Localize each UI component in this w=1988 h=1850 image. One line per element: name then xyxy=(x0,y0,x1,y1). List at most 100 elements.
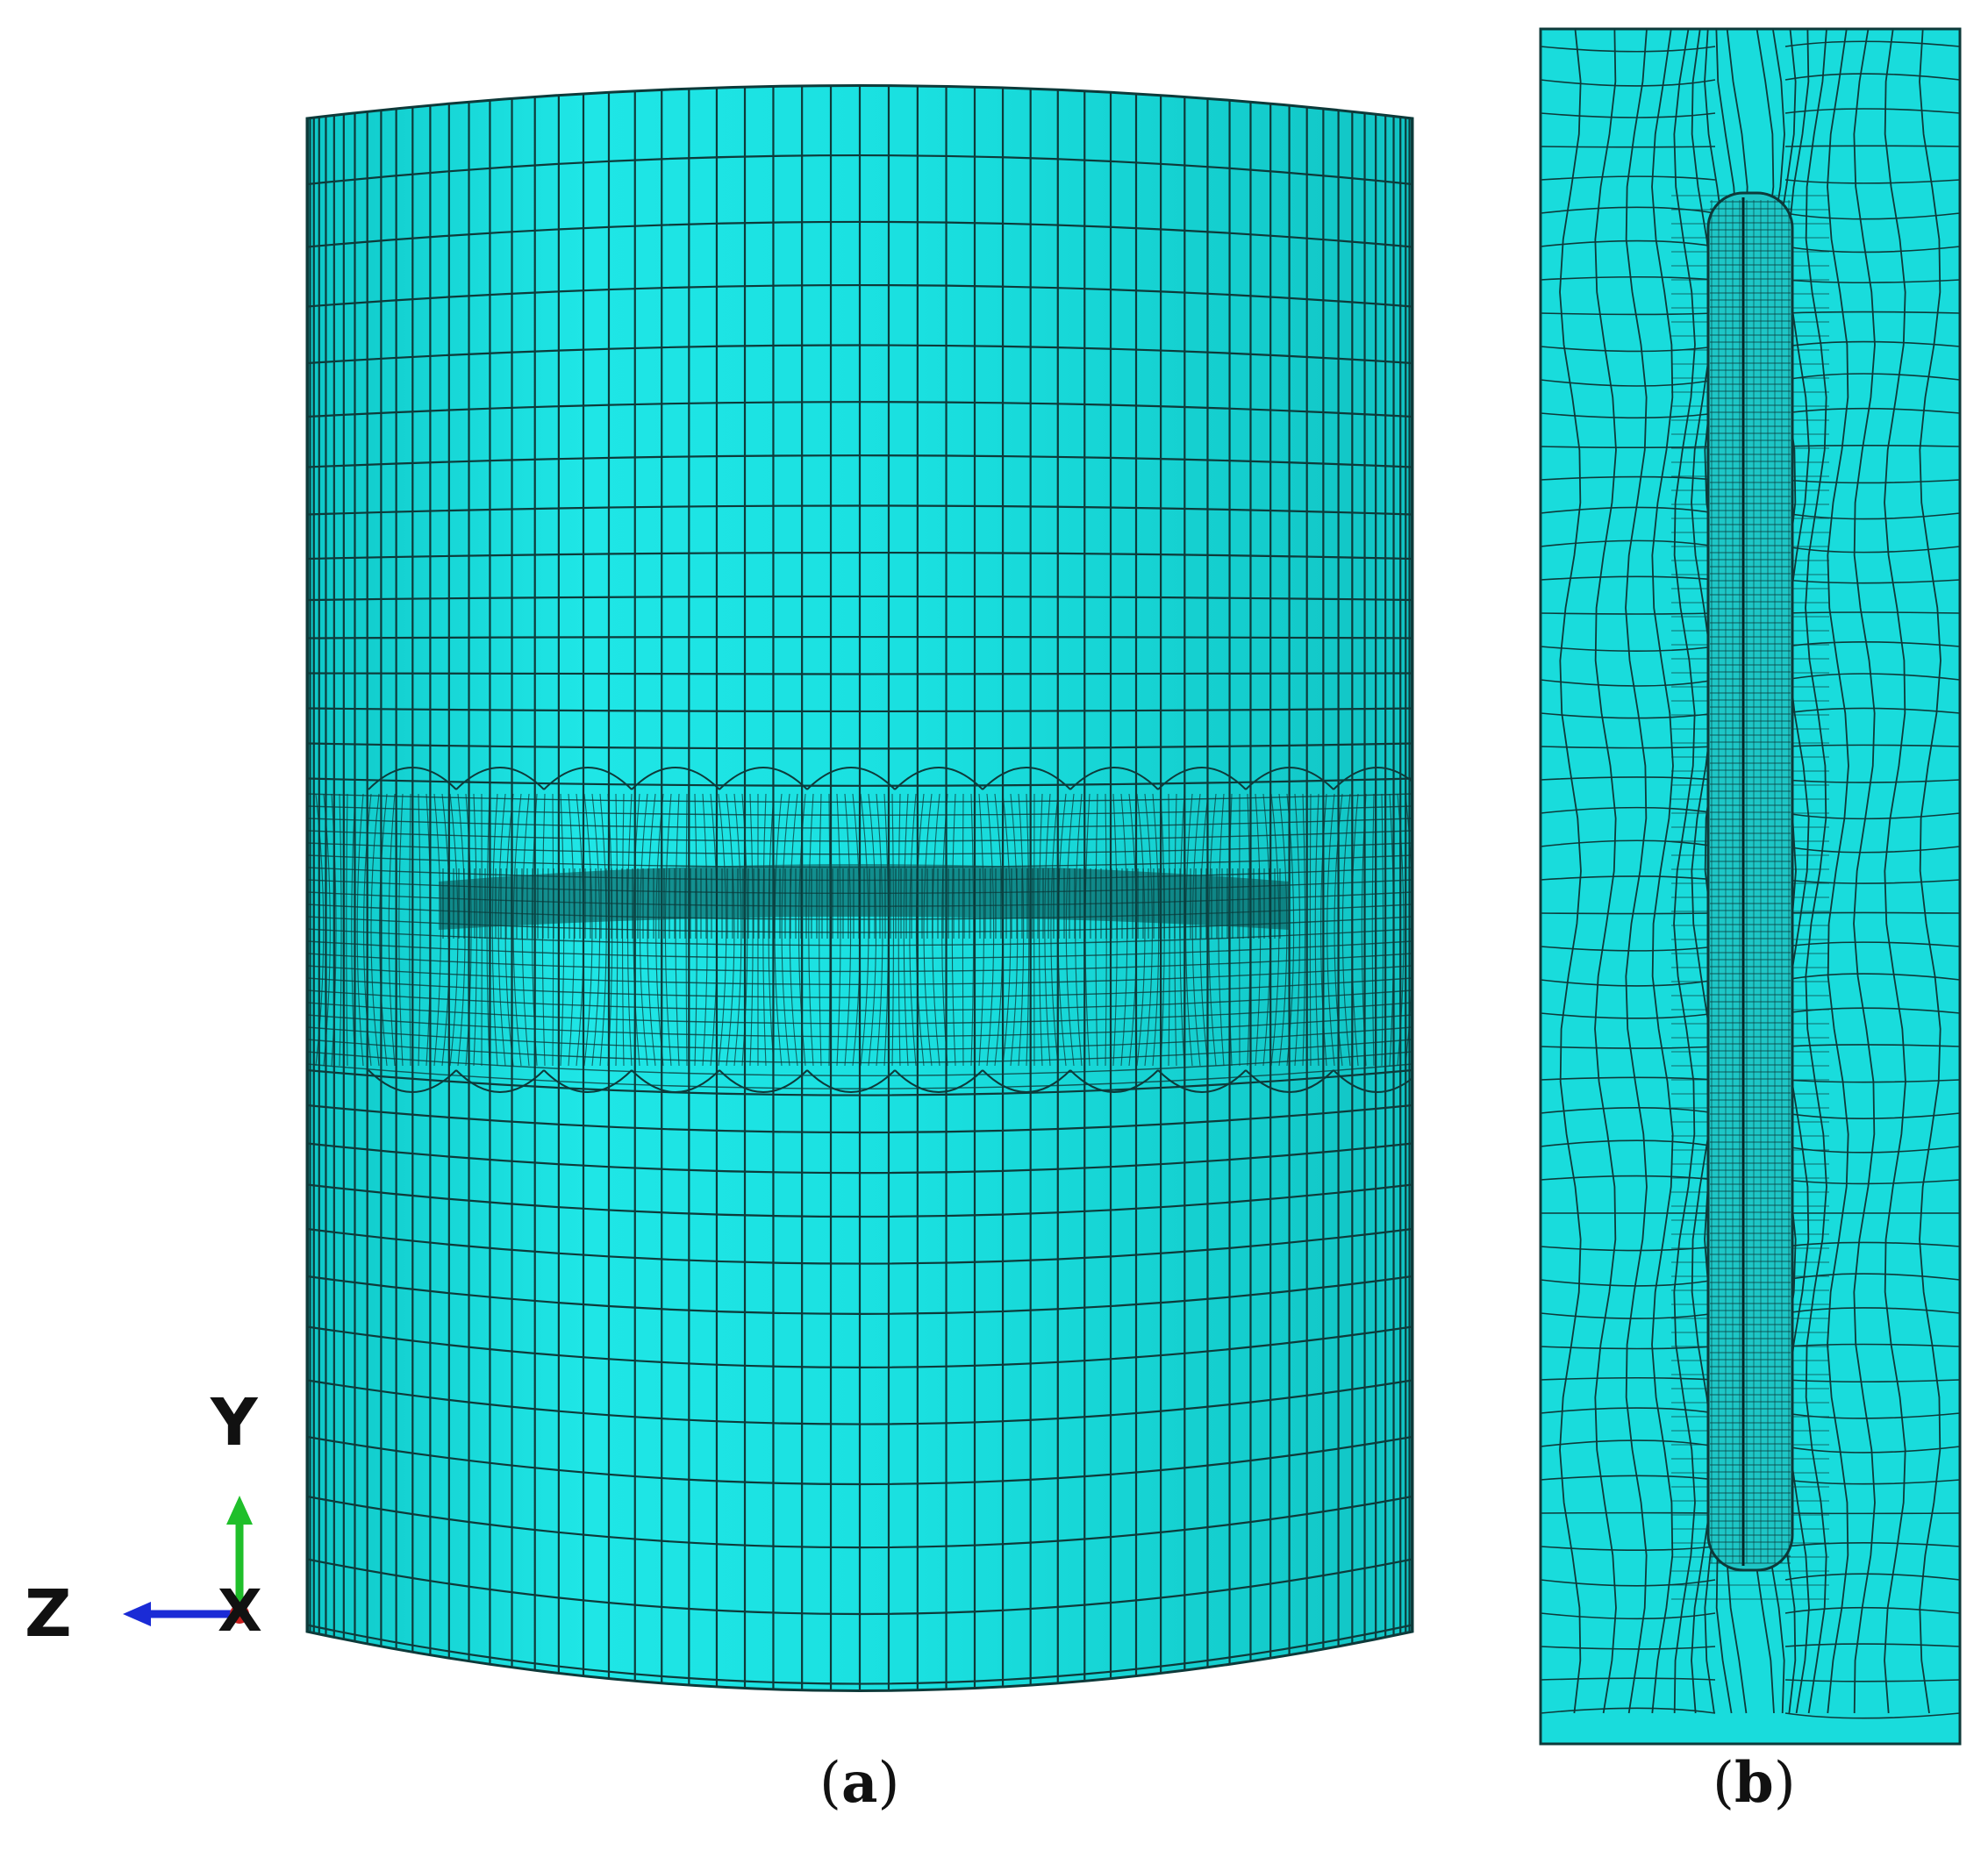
refined-mesh-line xyxy=(1341,793,1351,1067)
refined-mesh-line xyxy=(1208,793,1217,1067)
refined-mesh-line xyxy=(1050,793,1059,1067)
refined-mesh-line xyxy=(1010,793,1019,1067)
refined-mesh-line xyxy=(433,793,441,1067)
mesh-ring-line xyxy=(307,1325,1412,1368)
cylinder-outline xyxy=(305,84,1414,1692)
refined-mesh-line xyxy=(789,793,798,1067)
refined-mesh-line xyxy=(1278,793,1288,1067)
refined-mesh-line xyxy=(1057,793,1067,1067)
mesh-ring-line xyxy=(307,1379,1412,1425)
refined-mesh-line xyxy=(441,793,451,1067)
refined-mesh-line xyxy=(486,793,490,1067)
refined-mesh-line xyxy=(868,793,877,1067)
refined-mesh-line xyxy=(891,793,894,1067)
mesh-ring-line xyxy=(307,1624,1412,1685)
refined-mesh-line xyxy=(808,793,814,1067)
refined-mesh-line xyxy=(915,793,925,1067)
refined-ring-line xyxy=(307,1051,1412,1076)
detail-mesh-horizontal xyxy=(1541,311,1960,316)
refined-mesh-line xyxy=(370,793,380,1067)
detail-mesh-horizontal xyxy=(1541,175,1960,184)
refined-mesh-line xyxy=(1128,793,1137,1067)
mesh-ring-line xyxy=(307,635,1412,639)
caption-a-letter: a xyxy=(840,1750,878,1816)
detail-mesh-horizontal xyxy=(1541,239,1960,254)
embedded-rod xyxy=(1706,191,1794,1572)
refined-mesh-line xyxy=(457,793,466,1067)
refined-mesh-line xyxy=(883,793,890,1067)
detail-mesh-horizontal xyxy=(1541,1606,1960,1620)
refined-mesh-line xyxy=(1185,793,1193,1067)
refined-mesh-line xyxy=(781,793,790,1067)
refined-mesh-line xyxy=(1351,793,1359,1067)
refined-mesh-line xyxy=(903,793,909,1067)
detail-mesh-vertical xyxy=(1853,29,1876,1714)
refined-ring-line xyxy=(307,989,1412,1011)
z-arrow-head xyxy=(123,1602,151,1626)
mesh-lobe-top xyxy=(894,767,983,790)
mesh-lobe-bottom xyxy=(982,1069,1071,1093)
detail-mesh-horizontal xyxy=(1541,340,1960,353)
refined-mesh-line xyxy=(465,793,472,1067)
refined-mesh-line xyxy=(425,793,432,1067)
mesh-lobe-bottom xyxy=(719,1069,808,1093)
refined-mesh-line xyxy=(762,793,767,1067)
mesh-ring-line xyxy=(307,1495,1412,1549)
mesh-lobe-top xyxy=(1245,767,1334,790)
mesh-ring-line xyxy=(307,283,1412,308)
refined-mesh-line xyxy=(664,793,672,1067)
refined-mesh-line xyxy=(1044,793,1051,1067)
refined-mesh-line xyxy=(844,793,852,1067)
detail-mesh-horizontal xyxy=(1541,475,1960,484)
refined-mesh-line xyxy=(909,793,917,1067)
refined-mesh-line xyxy=(749,793,754,1067)
refined-mesh-line xyxy=(1314,793,1319,1067)
mesh-lobe-top xyxy=(543,767,633,790)
mesh-ring-line xyxy=(307,1227,1412,1265)
refined-mesh-line xyxy=(491,793,498,1067)
refined-mesh-line xyxy=(1361,793,1367,1067)
refined-mesh-line xyxy=(1381,793,1384,1067)
refined-mesh-line xyxy=(1026,793,1030,1067)
mesh-lobe-bottom xyxy=(1157,1069,1247,1093)
detail-mesh-horizontal xyxy=(1541,1007,1960,1019)
refined-mesh-line xyxy=(615,793,619,1067)
detail-mesh-horizontal xyxy=(1541,40,1960,53)
caption-a: (a) xyxy=(819,1750,900,1816)
refined-mesh-line xyxy=(356,793,364,1067)
detail-mesh-horizontal xyxy=(1541,806,1960,820)
mesh-ring-line xyxy=(307,220,1412,248)
detail-mesh-horizontal xyxy=(1541,1439,1960,1454)
refined-mesh-line xyxy=(675,793,680,1067)
triad-x-label: X xyxy=(218,1577,262,1645)
refined-mesh-line xyxy=(1320,793,1327,1067)
detail-mesh-horizontal xyxy=(1541,744,1960,749)
detail-frame xyxy=(1539,27,1962,1746)
detail-mesh-horizontal xyxy=(1541,1643,1960,1650)
refined-mesh-line xyxy=(331,793,337,1067)
refined-mesh-line xyxy=(512,793,522,1067)
refined-mesh-line xyxy=(733,793,742,1067)
refined-mesh-line xyxy=(1334,793,1343,1067)
mesh-ring-line xyxy=(307,1275,1412,1315)
coordinate-triad xyxy=(123,1496,253,1626)
detail-mesh-horizontal xyxy=(1541,911,1960,915)
refined-mesh-line xyxy=(1294,793,1300,1067)
refined-mesh-line xyxy=(978,793,985,1067)
refined-mesh-line xyxy=(591,793,601,1067)
mesh-lobe-bottom xyxy=(806,1069,896,1093)
mesh-ring-line xyxy=(307,504,1412,516)
refined-mesh-line xyxy=(388,793,396,1067)
refined-mesh-line xyxy=(876,793,883,1067)
detail-mesh-horizontal xyxy=(1541,1076,1960,1083)
mesh-ring-line xyxy=(307,672,1412,675)
mesh-ring-line xyxy=(307,595,1412,602)
refined-mesh-line xyxy=(852,793,861,1067)
detail-mesh-horizontal xyxy=(1541,941,1960,952)
mesh-lobe-top xyxy=(806,767,896,790)
refined-mesh-line xyxy=(970,793,975,1067)
refined-mesh-line xyxy=(351,793,356,1067)
refined-mesh-line xyxy=(923,793,933,1067)
detail-mesh-horizontal xyxy=(1541,275,1960,284)
